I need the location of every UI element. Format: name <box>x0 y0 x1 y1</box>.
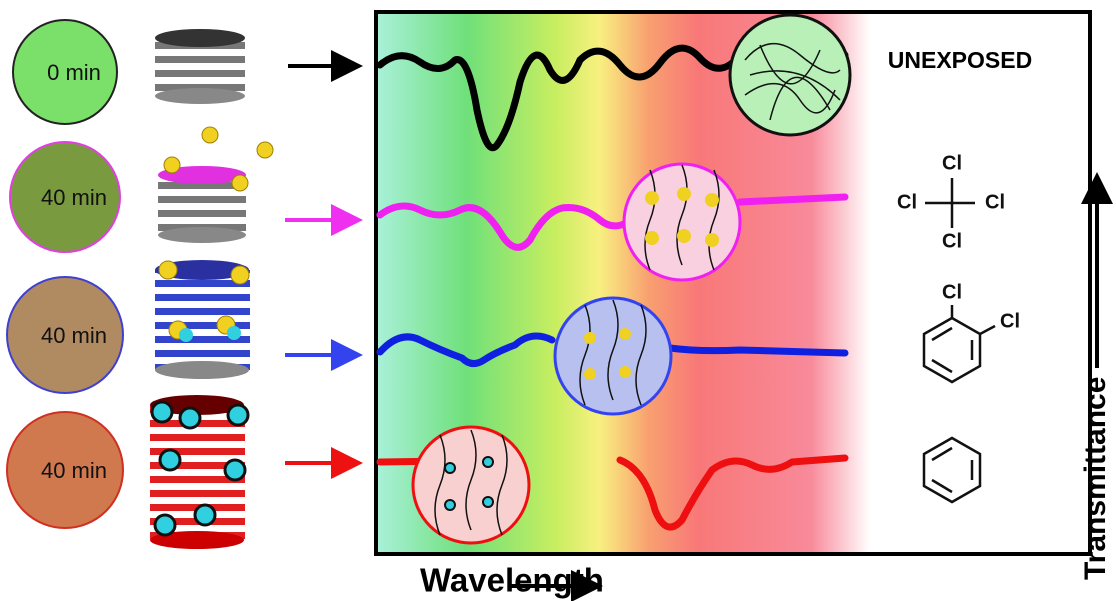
shape <box>159 261 177 279</box>
molecule <box>924 305 995 382</box>
shape <box>624 164 740 280</box>
cylinder <box>150 395 248 549</box>
molecule <box>924 438 980 502</box>
shape <box>158 227 246 243</box>
shape <box>730 15 850 135</box>
shape <box>677 229 691 243</box>
shape <box>445 500 455 510</box>
cylinder <box>155 29 245 104</box>
shape <box>202 127 218 143</box>
shape <box>232 175 248 191</box>
time-label: 0 min <box>47 60 101 85</box>
zoom-circle <box>413 427 529 543</box>
figure: 0 min 40 min 40 min 40 min UNEXPOSED Cl … <box>0 0 1116 601</box>
x-axis-label: Wavelength <box>420 562 604 599</box>
shape <box>195 505 215 525</box>
cylinder <box>155 260 250 379</box>
zoom-circle <box>624 164 740 280</box>
shape <box>705 193 719 207</box>
shape <box>619 328 631 340</box>
shape <box>932 480 952 492</box>
shape <box>155 88 245 104</box>
time-label: 40 min <box>41 323 107 348</box>
shape <box>155 515 175 535</box>
shape <box>645 231 659 245</box>
shape <box>180 408 200 428</box>
unexposed-label: UNEXPOSED <box>888 47 1032 73</box>
atom-label: Cl <box>942 281 962 303</box>
atom-label: Cl <box>1000 310 1020 332</box>
shape <box>619 366 631 378</box>
shape <box>179 328 193 342</box>
shape <box>227 326 241 340</box>
time-label: 40 min <box>41 185 107 210</box>
shape <box>483 497 493 507</box>
zoom-circle <box>730 15 850 135</box>
shape <box>932 448 952 460</box>
page: 0 min 40 min 40 min 40 min UNEXPOSED Cl … <box>0 0 1116 601</box>
shape <box>228 405 248 425</box>
shape <box>155 29 245 47</box>
shape <box>677 187 691 201</box>
shape <box>164 157 180 173</box>
shape <box>932 360 952 372</box>
atom-label: Cl <box>942 152 962 174</box>
y-axis-label: Transmittance <box>1079 377 1112 580</box>
shape <box>413 427 529 543</box>
zoom-circle <box>555 298 671 414</box>
shape <box>152 402 172 422</box>
shape <box>483 457 493 467</box>
shape <box>645 191 659 205</box>
shape <box>705 233 719 247</box>
shape <box>160 450 180 470</box>
atom-label: Cl <box>942 230 962 252</box>
atom-label: Cl <box>985 191 1005 213</box>
shape <box>584 368 596 380</box>
shape <box>445 463 455 473</box>
atom-label: Cl <box>897 191 917 213</box>
shape <box>932 328 952 340</box>
shape <box>231 266 249 284</box>
shape <box>225 460 245 480</box>
shape <box>155 361 249 379</box>
shape <box>555 298 671 414</box>
shape <box>980 326 995 334</box>
molecule <box>925 178 975 228</box>
shape <box>257 142 273 158</box>
shape <box>155 270 250 370</box>
cylinder <box>158 127 273 243</box>
time-label: 40 min <box>41 458 107 483</box>
shape <box>584 332 596 344</box>
